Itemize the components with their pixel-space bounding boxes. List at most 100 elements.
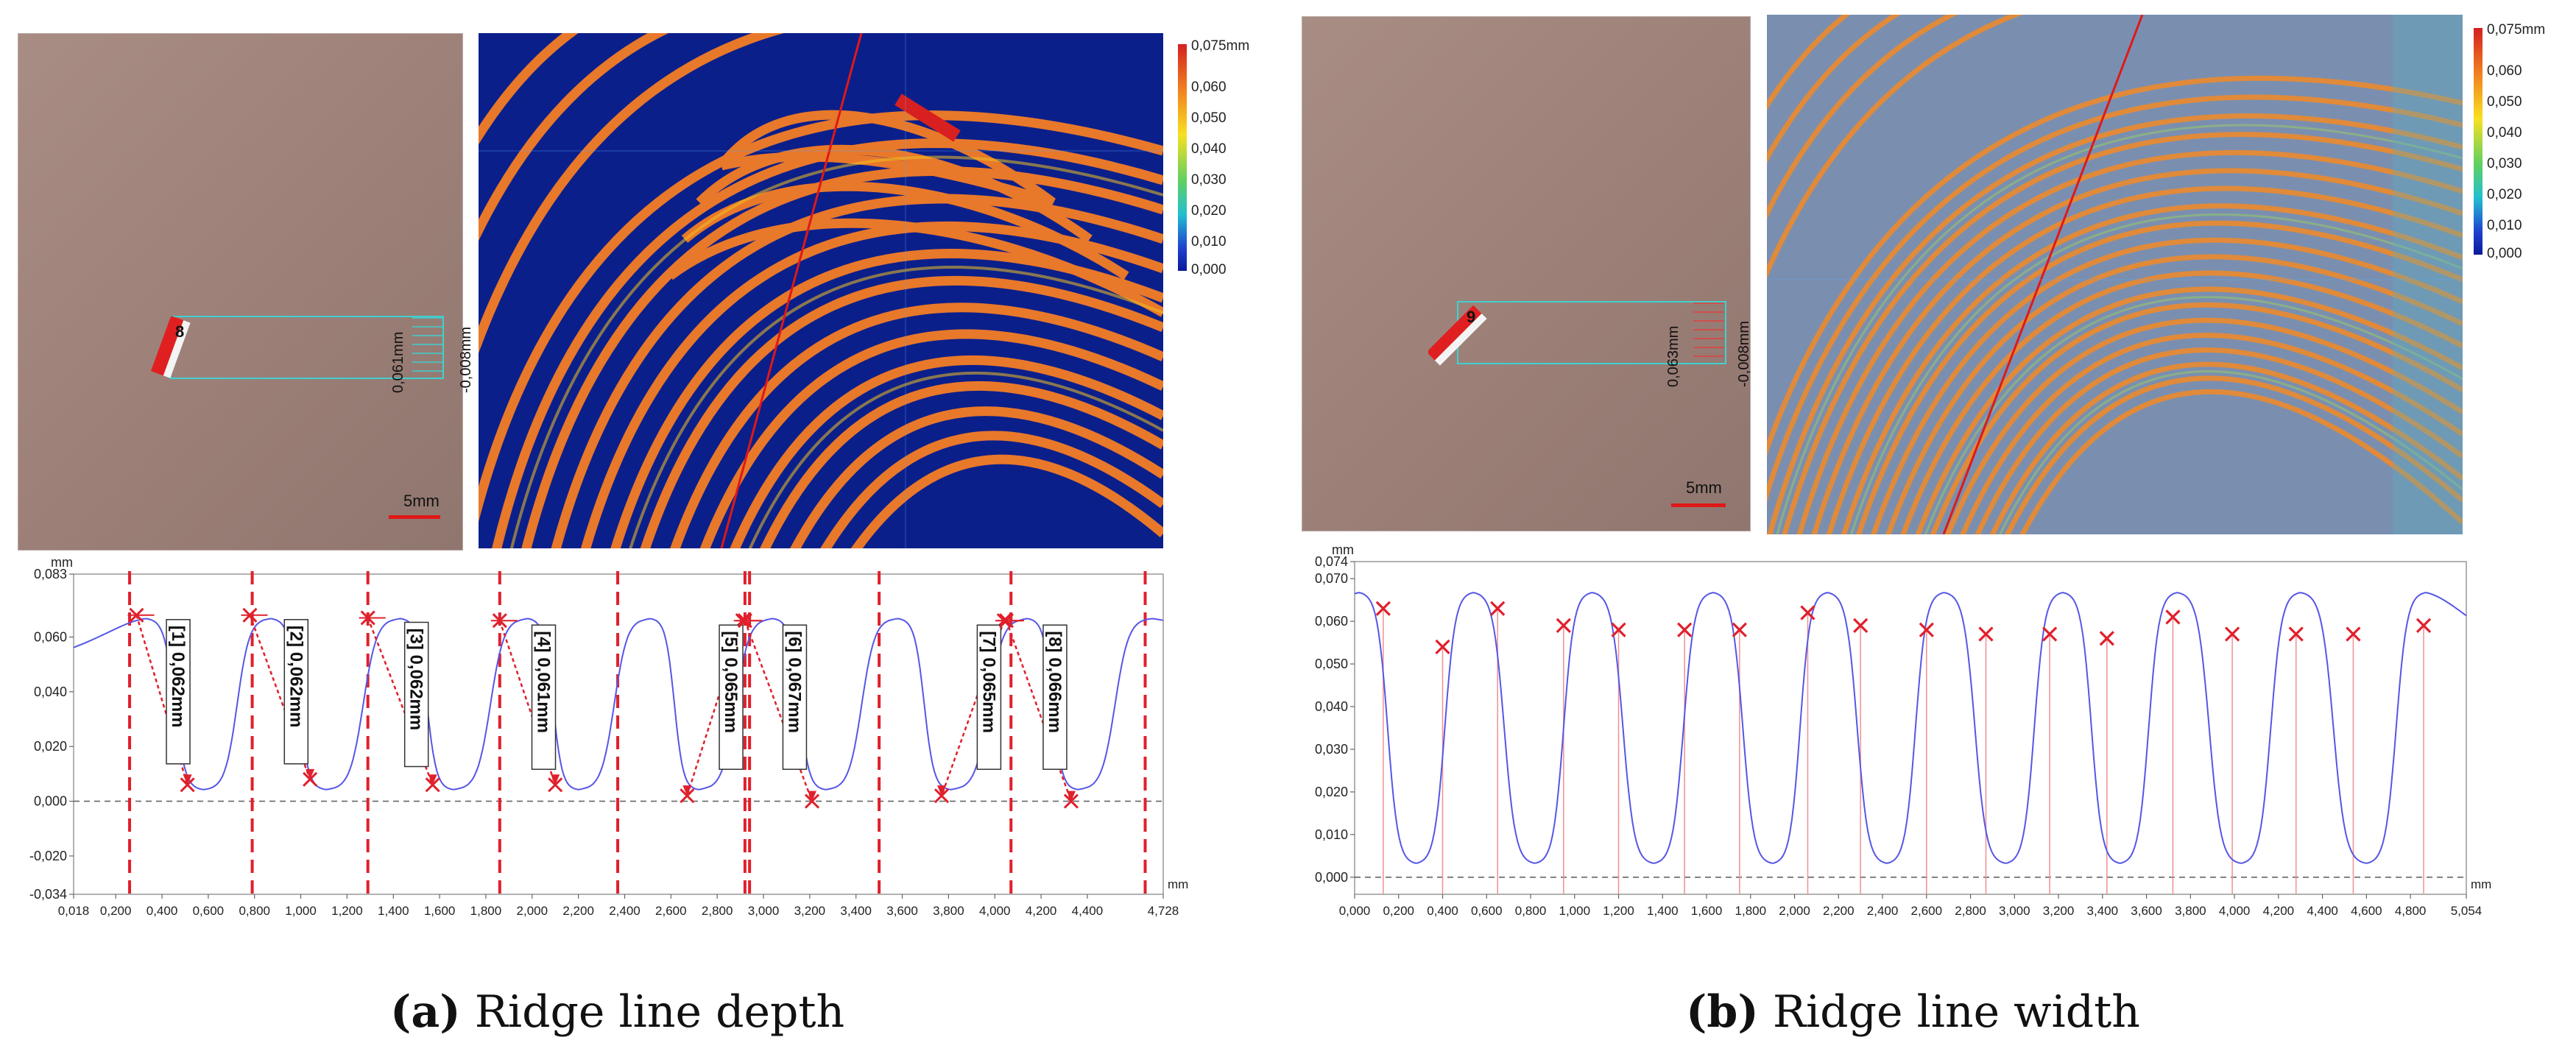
sample-photo-b [1302, 16, 1751, 531]
measure-label-group: [4] 0,061mm [531, 624, 557, 770]
x-tick-label: 2,600 [1911, 904, 1943, 918]
measure-label-group: [6] 0,067mm [782, 624, 808, 770]
measure-label-group: [1] 0,062mm [166, 619, 191, 765]
cross-marker [303, 771, 318, 787]
x-tick-label: 0,800 [239, 904, 270, 918]
x-tick-label: 2,000 [517, 904, 548, 918]
y-tick-label: 0,020 [1315, 785, 1348, 799]
x-tick-label: 3,600 [886, 904, 918, 918]
colorbar-tick-a: 0,060 [1191, 79, 1227, 95]
x-tick-label: 2,400 [1867, 904, 1899, 918]
measure-label-box [976, 624, 1002, 770]
x-tick-label: 1,600 [424, 904, 456, 918]
measure-label: [1] 0,062mm [168, 626, 188, 728]
x-tick-label: 3,600 [2131, 904, 2162, 918]
y-tick-label: 0,020 [34, 739, 67, 754]
cross-marker [680, 788, 695, 804]
inset-small-label-a: -0,008mm [458, 326, 474, 393]
y-unit-label: mm [1332, 542, 1354, 557]
x-tick-label: 3,000 [1999, 904, 2030, 918]
scale-label-b: 5mm [1686, 478, 1722, 497]
cross-marker [2042, 626, 2058, 642]
cross-marker [360, 610, 375, 626]
cross-marker [1063, 793, 1079, 809]
colorbar-tick-b: 0,020 [2487, 187, 2522, 202]
cross-marker [1732, 622, 1747, 637]
x-tick-label: 4,000 [2219, 904, 2251, 918]
x-tick-label: 1,600 [1691, 904, 1723, 918]
y-tick-label: -0,034 [29, 887, 67, 902]
x-tick-label: 4,400 [2307, 904, 2338, 918]
y-tick-label: 0,000 [1315, 870, 1348, 885]
measure-label: [8] 0,066mm [1045, 631, 1065, 733]
caption-b: (b) Ridge line width [1686, 986, 2140, 1038]
x-tick-label: 0,018 [58, 904, 90, 918]
measure-label-box [719, 624, 744, 770]
x-tick-label: 1,400 [1647, 904, 1679, 918]
caption-letter-a: (a) [390, 986, 461, 1038]
measure-arrowhead [1066, 790, 1076, 802]
x-tick-label: 0,000 [1339, 904, 1371, 918]
x-tick-label: 0,400 [147, 904, 178, 918]
measure-label: [6] 0,067mm [784, 631, 804, 733]
measure-arrowhead [936, 785, 946, 796]
measure-label-group: [8] 0,066mm [1042, 624, 1068, 770]
sample-photo-a [18, 33, 463, 551]
x-tick-label: 1,800 [1735, 904, 1767, 918]
measure-line [249, 615, 311, 780]
measure-arrowhead [682, 785, 692, 796]
measure-label-box [531, 624, 557, 770]
cross-marker [1375, 601, 1391, 616]
x-tick-label: 3,800 [933, 904, 964, 918]
cross-marker [242, 607, 258, 623]
measure-label-group: [2] 0,062mm [283, 619, 309, 765]
colorbar-tick-b: 0,000 [2487, 246, 2522, 261]
measure-inset-a [150, 315, 444, 379]
measure-label-group: [5] 0,065mm [719, 624, 744, 770]
x-tick-label: 1,000 [285, 904, 317, 918]
measure-label: [7] 0,065mm [978, 631, 998, 733]
measure-label: [2] 0,062mm [286, 626, 306, 728]
cross-marker [425, 777, 440, 793]
y-unit-label: mm [51, 556, 73, 570]
depth-profile-chart: mmmm0,0830,0600,0400,0200,000-0,020-0,03… [29, 556, 1188, 918]
measure-arrowhead [428, 774, 437, 785]
inset-point-id-a: 8 [175, 322, 185, 341]
y-tick-label: 0,074 [1315, 554, 1348, 569]
y-tick-label: 0,083 [34, 567, 67, 581]
plot-area [1354, 561, 2467, 895]
x-tick-label: 3,800 [2175, 904, 2206, 918]
x-tick-label: 3,200 [2043, 904, 2075, 918]
measure-label: [4] 0,061mm [534, 631, 554, 733]
x-tick-label: 4,800 [2395, 904, 2427, 918]
inset-point-id-b: 9 [1467, 308, 1476, 326]
x-tick-label: 2,600 [655, 904, 687, 918]
cross-marker [998, 613, 1014, 629]
cross-marker [804, 793, 820, 809]
x-tick-label: 4,200 [1026, 904, 1057, 918]
y-tick-label: 0,050 [1315, 657, 1348, 671]
measure-line [744, 620, 814, 802]
measure-label: [3] 0,062mm [406, 628, 426, 730]
colorbar-tick-b: 0,030 [2487, 156, 2522, 171]
cross-marker [1800, 605, 1815, 620]
measure-label-group: [3] 0,062mm [403, 621, 429, 768]
scale-bar-a [389, 515, 440, 519]
cross-marker [1919, 622, 1934, 637]
caption-a: (a) Ridge line depth [390, 986, 844, 1038]
x-tick-label: 3,200 [794, 904, 826, 918]
x-tick-label: 3,000 [748, 904, 780, 918]
cross-marker [2346, 626, 2361, 642]
measure-arrowhead [551, 774, 560, 785]
measure-label-group: [7] 0,065mm [976, 624, 1002, 770]
measure-line [498, 620, 557, 785]
y-tick-label: 0,000 [34, 794, 67, 809]
inset-main-label-b: 0,063mm [1665, 325, 1682, 387]
colorbar-tick-b: 0,060 [2487, 63, 2522, 79]
x-tick-label: 3,400 [840, 904, 872, 918]
x-tick-label: 1,200 [1603, 904, 1634, 918]
measure-line [940, 620, 1005, 796]
colorbar-tick-b: 0,040 [2487, 125, 2522, 141]
x-tick-label: 0,600 [1471, 904, 1503, 918]
colorbar-top-label-a: 0,075mm [1191, 38, 1250, 54]
